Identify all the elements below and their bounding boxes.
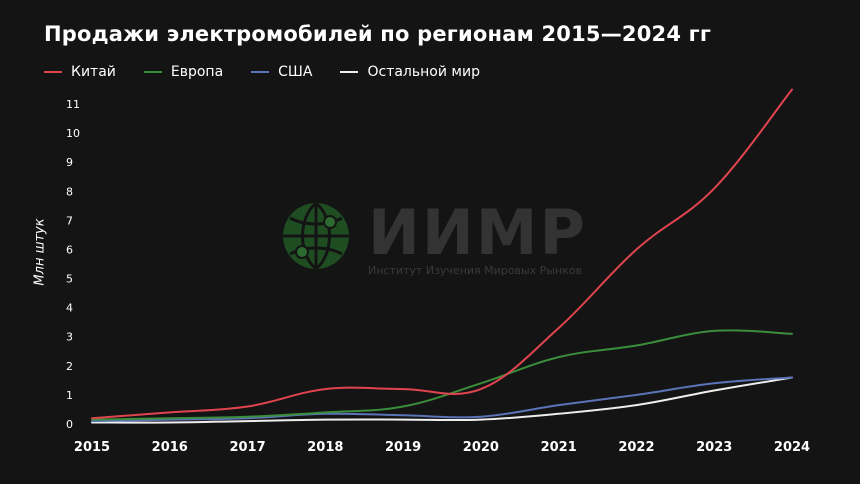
watermark-name: ИИМР — [368, 196, 587, 269]
series-line-europe — [91, 329, 793, 421]
legend: Китай Европа США Остальной мир — [44, 64, 508, 80]
watermark-text: ИИМР Институт Изучения Мировых Рынков — [368, 196, 587, 278]
x-axis-ticks: 2015 2016 2017 2018 2019 2020 2021 2022 2023 2024 — [74, 440, 810, 455]
x-tick-label: 2021 — [541, 440, 577, 455]
x-tick-label: 2020 — [463, 440, 499, 455]
x-tick-label: 2017 — [229, 440, 265, 455]
series-line-china — [91, 88, 793, 420]
legend-swatch-rest — [340, 71, 359, 73]
legend-label-usa: США — [278, 64, 313, 80]
legend-label-china: Китай — [71, 64, 116, 80]
legend-label-europe: Европа — [170, 64, 224, 80]
legend-item-china: Китай — [44, 64, 116, 80]
legend-label-rest: Остальной мир — [367, 64, 480, 80]
series-lines — [91, 88, 793, 424]
legend-swatch-europe — [143, 71, 162, 73]
series-line-usa — [91, 376, 793, 423]
watermark-subtitle: Институт Изучения Мировых Рынков — [368, 264, 583, 277]
y-tick-label: 5 — [66, 273, 73, 286]
x-tick-label: 2019 — [385, 440, 421, 455]
x-tick-label: 2015 — [74, 440, 110, 455]
y-tick-label: 9 — [66, 156, 73, 169]
watermark: ИИМР Институт Изучения Мировых Рынков — [280, 200, 587, 277]
y-tick-label: 11 — [66, 98, 80, 111]
x-tick-label: 2018 — [307, 440, 343, 455]
x-tick-label: 2023 — [696, 440, 732, 455]
legend-swatch-usa — [251, 71, 270, 73]
legend-item-europe: Европа — [143, 64, 224, 80]
x-tick-label: 2024 — [774, 440, 810, 455]
y-tick-label: 4 — [66, 302, 73, 315]
x-tick-label: 2016 — [152, 440, 188, 455]
x-tick-label: 2022 — [618, 440, 654, 455]
y-tick-label: 1 — [66, 389, 73, 402]
y-axis-ticks: 0 1 2 3 4 5 6 7 8 9 10 11 — [66, 98, 80, 431]
y-tick-label: 6 — [66, 243, 73, 256]
y-tick-label: 10 — [66, 127, 80, 140]
y-tick-label: 2 — [66, 360, 73, 373]
legend-swatch-china — [44, 71, 62, 73]
legend-item-usa: США — [251, 64, 312, 80]
legend-item-rest: Остальной мир — [340, 64, 480, 80]
series-line-rest — [91, 376, 793, 424]
y-tick-label: 7 — [66, 214, 73, 227]
y-tick-label: 0 — [66, 418, 73, 431]
chart-title: Продажи электромобилей по регионам 2015—… — [44, 22, 712, 46]
globe-logo-icon — [283, 201, 349, 271]
y-tick-label: 3 — [66, 331, 73, 344]
y-tick-label: 8 — [66, 185, 73, 198]
